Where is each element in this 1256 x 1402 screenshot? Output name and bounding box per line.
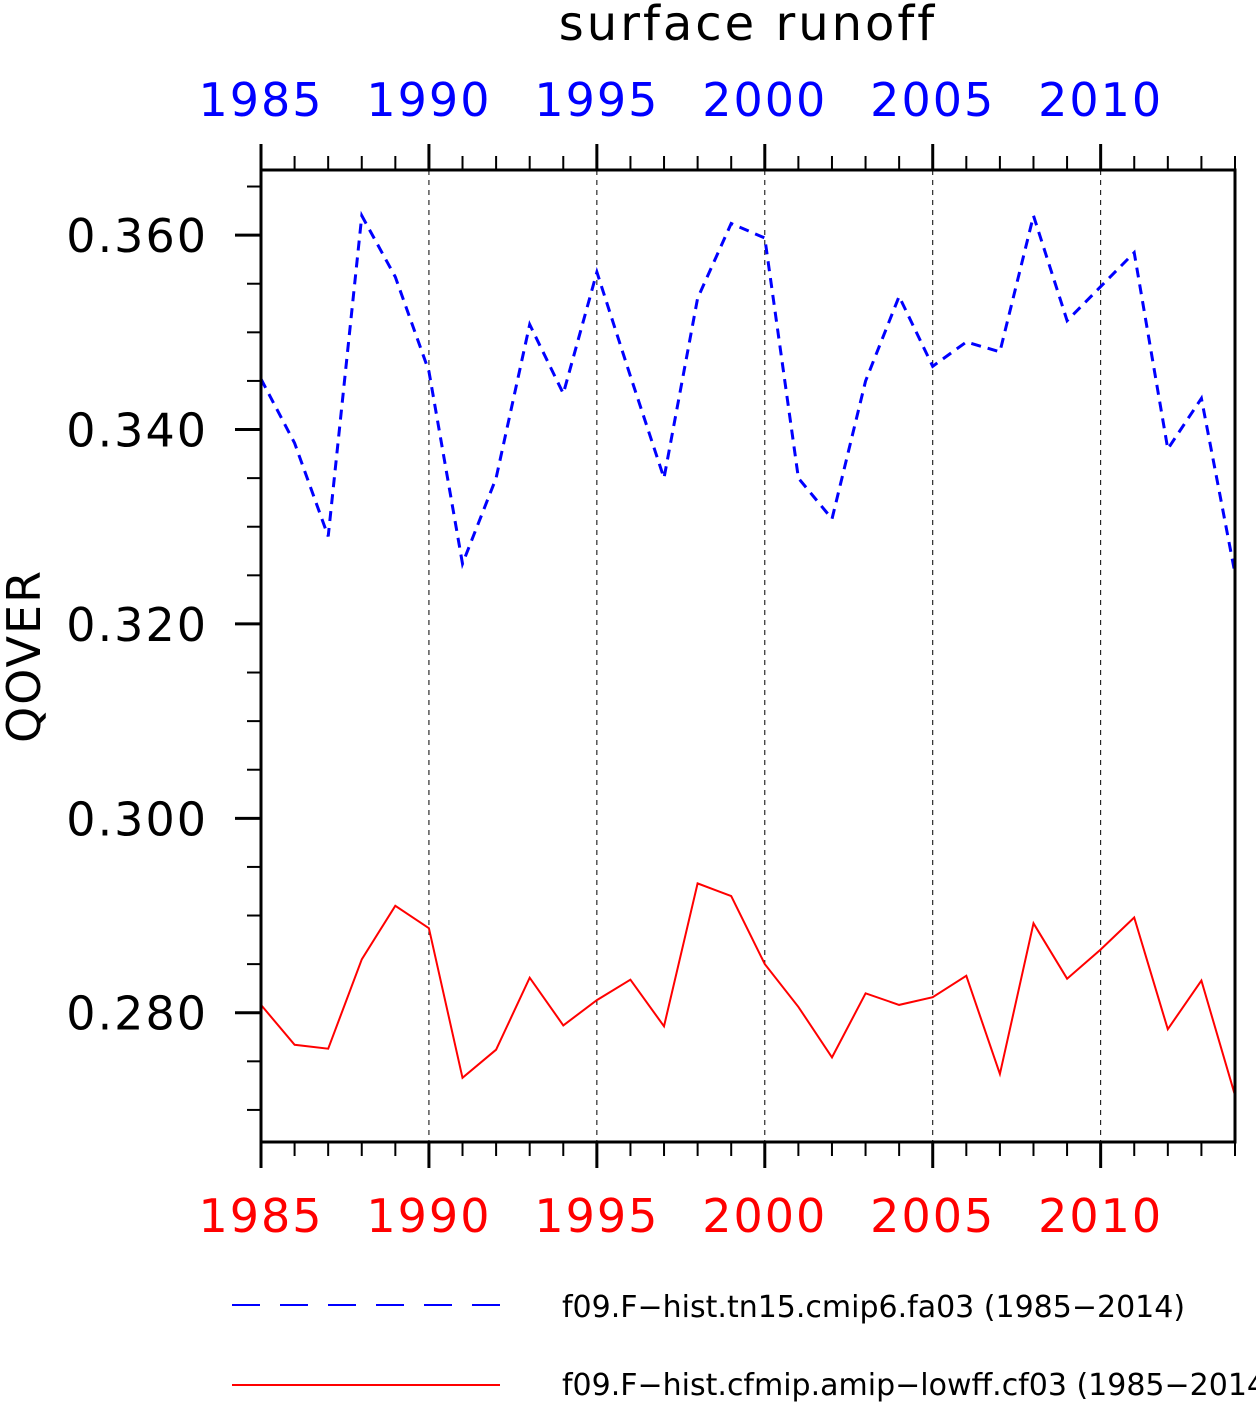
plot-frame [259,168,1237,1144]
bottom-x-tick-labels: 1985 1990 1995 2000 2005 2010 [198,1189,1163,1243]
bottom-x-tick-label: 2005 [870,1189,995,1243]
bottom-x-tick-label: 2010 [1038,1189,1163,1243]
bottom-x-tick-label: 1995 [534,1189,659,1243]
y-tick-label: 0.320 [66,598,208,652]
top-x-tick-label: 1995 [534,73,659,127]
top-x-tick-label: 2005 [870,73,995,127]
top-x-tick-label: 2010 [1038,73,1163,127]
top-x-tick-label: 2000 [702,73,827,127]
y-tick-label: 0.360 [66,209,208,263]
axis-ticks [235,144,1236,1168]
y-axis-label: QOVER [0,569,51,743]
y-tick-label: 0.280 [66,987,208,1041]
x-grid-lines [428,170,1102,1142]
chart-title: surface runoff [559,0,937,52]
legend-label-series-1: f09.F−hist.tn15.cmip6.fa03 (1985−2014) [562,1290,1185,1325]
series-line-2 [260,882,1236,1096]
legend: f09.F−hist.tn15.cmip6.fa03 (1985−2014) f… [232,1290,1256,1402]
top-x-tick-labels: 1985 1990 1995 2000 2005 2010 [198,73,1163,127]
y-tick-label: 0.340 [66,404,208,458]
legend-label-series-2: f09.F−hist.cfmip.amip−lowff.cf03 (1985−2… [562,1368,1256,1402]
y-tick-label: 0.300 [66,792,208,846]
bottom-x-tick-label: 2000 [702,1189,827,1243]
series-lines [259,210,1237,1096]
bottom-x-tick-label: 1985 [198,1189,323,1243]
top-x-tick-label: 1985 [198,73,323,127]
series-line-1 [259,210,1237,574]
bottom-x-tick-label: 1990 [366,1189,491,1243]
y-tick-labels: 0.280 0.300 0.320 0.340 0.360 [66,209,208,1041]
top-x-tick-label: 1990 [366,73,491,127]
